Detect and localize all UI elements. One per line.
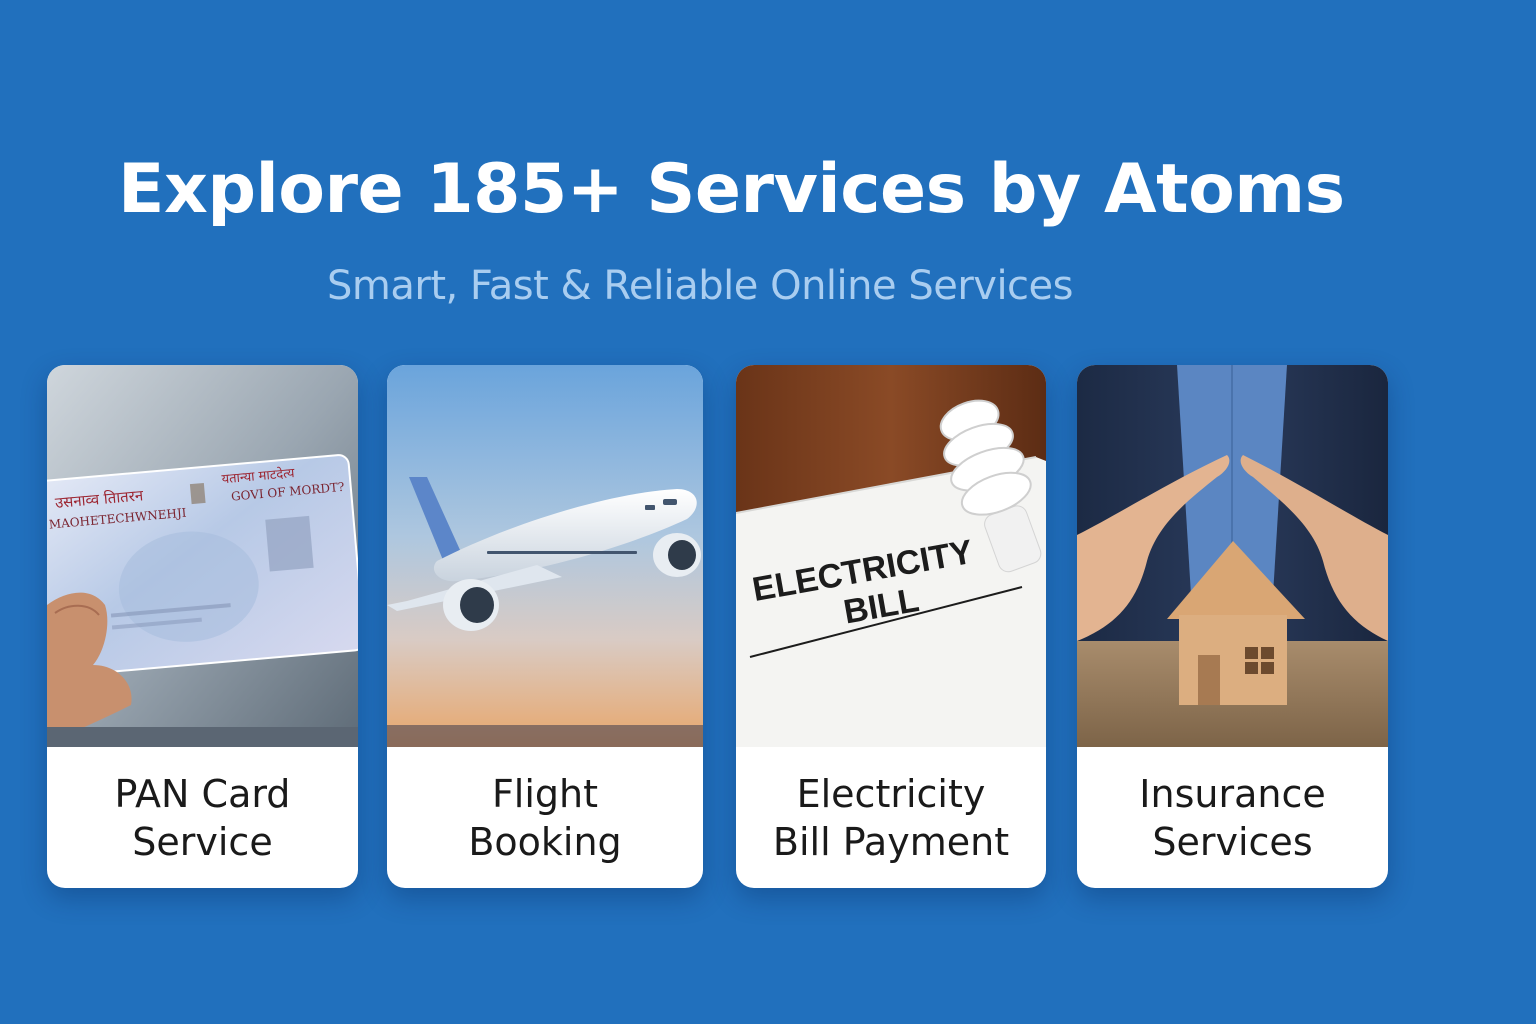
- service-label: Flight Booking: [387, 747, 703, 888]
- service-card-insurance[interactable]: Insurance Services: [1077, 365, 1388, 888]
- service-label: Electricity Bill Payment: [736, 747, 1046, 888]
- house-in-hands-photo-icon: [1077, 365, 1388, 747]
- page-title: Explore 185+ Services by Atoms: [118, 150, 1345, 229]
- pan-card-hindi-right: यतान्या माटदेत्य: [221, 465, 296, 487]
- service-label-line2: Services: [1152, 819, 1313, 864]
- service-label: Insurance Services: [1077, 747, 1388, 888]
- service-card-flight-booking[interactable]: Flight Booking: [387, 365, 703, 888]
- service-label-line2: Bill Payment: [772, 819, 1010, 864]
- airplane-photo-icon: [387, 365, 703, 747]
- service-label-line1: Electricity: [796, 771, 986, 816]
- page-subtitle: Smart, Fast & Reliable Online Services: [327, 263, 1074, 309]
- service-label-line1: PAN Card: [114, 771, 291, 816]
- pan-card-photo-icon: उसनाव्व तिातरन यतान्या माटदेत्य MAOHETEC…: [47, 365, 358, 747]
- service-label-line2: Service: [132, 819, 273, 864]
- electricity-bill-photo-icon: ELECTRICITY BILL: [736, 365, 1046, 747]
- service-label: PAN Card Service: [47, 747, 358, 888]
- service-card-pan-card[interactable]: उसनाव्व तिातरन यतान्या माटदेत्य MAOHETEC…: [47, 365, 358, 888]
- service-label-line2: Booking: [468, 819, 622, 864]
- service-label-line1: Flight: [491, 771, 599, 816]
- service-label-line1: Insurance: [1139, 771, 1326, 816]
- service-card-electricity-bill[interactable]: ELECTRICITY BILL Electricity Bill Paymen…: [736, 365, 1046, 888]
